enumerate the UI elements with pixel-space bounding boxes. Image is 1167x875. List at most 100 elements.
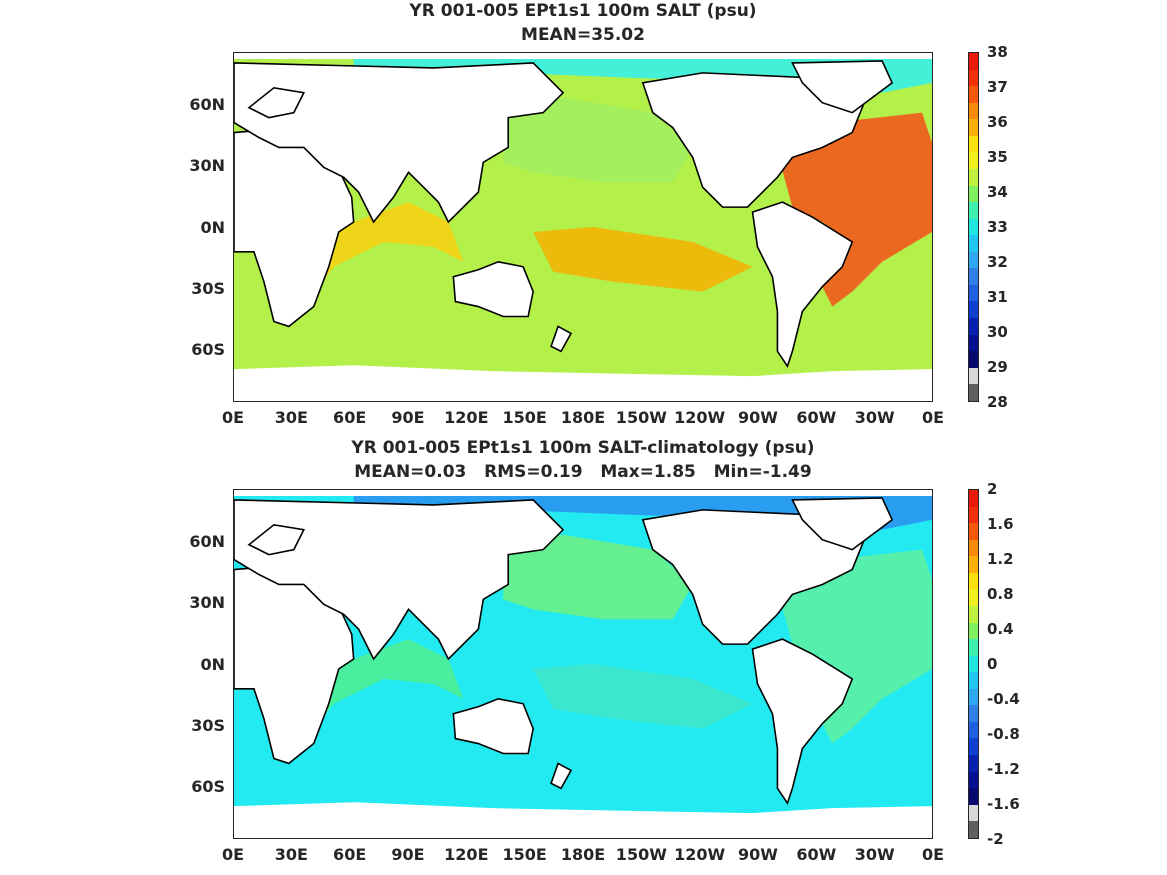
colorbar-tick-label: -1.2 bbox=[987, 760, 1020, 778]
x-tick-label: 90E bbox=[391, 845, 425, 864]
land-europe_n bbox=[247, 86, 305, 119]
land-samerica bbox=[751, 201, 854, 368]
panel2-colorbar bbox=[968, 489, 979, 839]
land-antarctica bbox=[234, 802, 932, 838]
colorbar-tick-label: 36 bbox=[987, 113, 1008, 131]
colorbar-swatch bbox=[969, 639, 978, 656]
ocean-region-arctic bbox=[353, 53, 932, 93]
colorbar-swatch bbox=[969, 86, 978, 103]
colorbar-swatch bbox=[969, 738, 978, 755]
x-tick-label: 90W bbox=[738, 845, 778, 864]
colorbar-swatch bbox=[969, 506, 978, 524]
colorbar-tick-label: 2 bbox=[987, 480, 998, 498]
x-tick-label: 150W bbox=[615, 408, 667, 427]
y-tick-label: 60S bbox=[191, 340, 225, 359]
y-tick-label: 30N bbox=[189, 593, 225, 612]
colorbar-swatch bbox=[969, 721, 978, 739]
ocean-region-pacific_band bbox=[533, 664, 753, 729]
ocean-region-pacific_band bbox=[533, 227, 753, 292]
x-tick-label: 0E bbox=[921, 408, 945, 427]
panel1-colorbar bbox=[968, 52, 979, 402]
colorbar-swatch bbox=[969, 367, 978, 385]
y-tick-label: 30N bbox=[189, 156, 225, 175]
y-tick-label: 30S bbox=[191, 279, 225, 298]
colorbar-swatch bbox=[969, 235, 978, 252]
x-tick-label: 60W bbox=[796, 408, 837, 427]
x-tick-label: 60E bbox=[333, 845, 367, 864]
land-eurasia bbox=[234, 499, 565, 661]
colorbar-swatch bbox=[969, 251, 978, 269]
ocean-region-northpac bbox=[503, 97, 693, 183]
panel1-subtitle: MEAN=35.02 bbox=[521, 25, 645, 45]
colorbar-swatch bbox=[969, 334, 978, 352]
colorbar-tick-label: 0 bbox=[987, 655, 998, 673]
colorbar-swatch bbox=[969, 268, 978, 285]
colorbar-tick-label: -0.4 bbox=[987, 690, 1020, 708]
ocean-region-atlantic bbox=[777, 112, 932, 307]
colorbar-swatch bbox=[969, 804, 978, 822]
colorbar-tick-label: 1.2 bbox=[987, 550, 1014, 568]
colorbar-swatch bbox=[969, 351, 978, 368]
x-tick-label: 120W bbox=[674, 845, 726, 864]
x-tick-label: 0E bbox=[221, 845, 245, 864]
x-tick-label: 0E bbox=[921, 845, 945, 864]
colorbar-tick-label: 0.4 bbox=[987, 620, 1014, 638]
colorbar-swatch bbox=[969, 539, 978, 557]
colorbar-tick-label: 33 bbox=[987, 218, 1008, 236]
colorbar-swatch bbox=[969, 705, 978, 722]
panel2-title: YR 001-005 EPt1s1 100m SALT-climatology … bbox=[351, 438, 815, 458]
y-tick-label: 60S bbox=[191, 777, 225, 796]
map-canvas bbox=[234, 53, 932, 401]
colorbar-swatch bbox=[969, 135, 978, 153]
y-tick-label: 60N bbox=[189, 532, 225, 551]
colorbar-swatch bbox=[969, 384, 978, 401]
x-tick-label: 120E bbox=[444, 408, 489, 427]
y-tick-label: 60N bbox=[189, 95, 225, 114]
colorbar-swatch bbox=[969, 318, 978, 335]
land-eurasia bbox=[234, 62, 565, 224]
colorbar-tick-label: -0.8 bbox=[987, 725, 1020, 743]
land-arctic_top bbox=[234, 490, 932, 496]
ocean-region-atlantic bbox=[777, 549, 932, 744]
colorbar-swatch bbox=[969, 185, 978, 203]
colorbar-tick-label: 31 bbox=[987, 288, 1008, 306]
colorbar-tick-label: 0.8 bbox=[987, 585, 1014, 603]
x-tick-label: 120E bbox=[444, 845, 489, 864]
colorbar-swatch bbox=[969, 301, 978, 318]
colorbar-swatch bbox=[969, 202, 978, 219]
panel2-map bbox=[233, 489, 933, 839]
colorbar-swatch bbox=[969, 788, 978, 805]
x-tick-label: 90W bbox=[738, 408, 778, 427]
colorbar-swatch bbox=[969, 556, 978, 573]
colorbar-tick-label: 32 bbox=[987, 253, 1008, 271]
colorbar-tick-label: 35 bbox=[987, 148, 1008, 166]
x-tick-label: 60E bbox=[333, 408, 367, 427]
land-newzealand bbox=[550, 325, 573, 353]
colorbar-swatch bbox=[969, 53, 978, 70]
colorbar-swatch bbox=[969, 755, 978, 772]
colorbar-swatch bbox=[969, 622, 978, 640]
land-arctic_top bbox=[234, 53, 932, 59]
map-canvas bbox=[234, 490, 932, 838]
y-tick-label: 30S bbox=[191, 716, 225, 735]
colorbar-swatch bbox=[969, 771, 978, 789]
colorbar-swatch bbox=[969, 523, 978, 540]
panel1-map bbox=[233, 52, 933, 402]
x-tick-label: 0E bbox=[221, 408, 245, 427]
land-australia bbox=[452, 260, 534, 318]
colorbar-swatch bbox=[969, 821, 978, 838]
x-tick-label: 60W bbox=[796, 845, 837, 864]
colorbar-swatch bbox=[969, 69, 978, 87]
colorbar-tick-label: 37 bbox=[987, 78, 1008, 96]
colorbar-tick-label: 1.6 bbox=[987, 515, 1014, 533]
colorbar-tick-label: 34 bbox=[987, 183, 1008, 201]
colorbar-swatch bbox=[969, 284, 978, 302]
colorbar-tick-label: -1.6 bbox=[987, 795, 1020, 813]
x-tick-label: 150W bbox=[615, 845, 667, 864]
colorbar-tick-label: 28 bbox=[987, 393, 1008, 411]
land-antarctica bbox=[234, 365, 932, 401]
panel2-subtitle: MEAN=0.03 RMS=0.19 Max=1.85 Min=-1.49 bbox=[354, 462, 812, 482]
land-europe_n bbox=[247, 523, 305, 556]
y-tick-label: 0N bbox=[200, 218, 225, 237]
colorbar-swatch bbox=[969, 572, 978, 590]
